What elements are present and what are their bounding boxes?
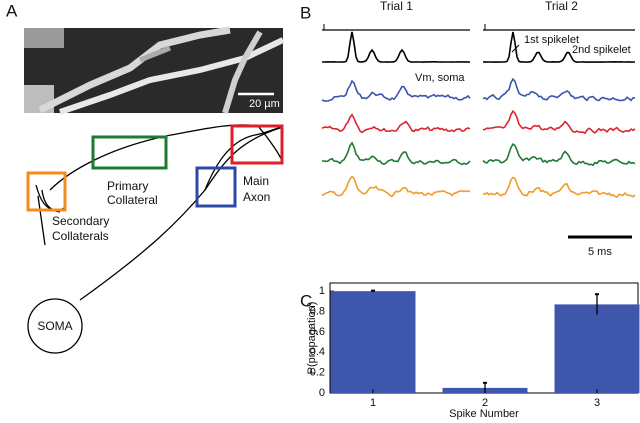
trace [482,77,636,102]
traces [321,24,636,199]
micrograph: 20 µm [24,26,285,115]
trace [322,141,471,166]
y-tick-label: 0 [319,387,325,399]
bar [330,291,416,393]
trace [482,142,636,167]
pointer [511,44,520,53]
y-tick-label: 0.8 [310,305,325,317]
x-axis-label: Spike Number [449,408,519,420]
panel-label: C [300,291,312,310]
y-tick-label: 1 [319,285,325,297]
label: Collateral [107,193,158,207]
bar [554,304,640,393]
y-axis-label: P(propagation) [306,302,318,375]
label: Main [243,174,269,188]
label: 2nd spikelet [572,44,631,56]
y-tick-label: 0.2 [310,367,325,379]
trace [321,79,471,102]
scale-bar-label: 20 µm [249,98,280,110]
bar-chart: 00.20.40.60.81P(propagation)Spike Number… [306,282,640,420]
x-tick-label: 2 [482,397,488,409]
trial-label: Trial 2 [545,0,578,13]
scale-bar-label: 5 ms [588,246,612,258]
label: Axon [243,190,270,204]
panel-label: A [6,1,18,20]
trace [322,31,471,63]
trace [321,113,471,134]
trace [482,176,636,199]
panel-label: B [300,3,311,22]
label: Secondary [52,214,109,228]
trace [321,175,471,198]
label: 1st spikelet [524,34,579,46]
schematic [26,124,284,354]
x-tick-label: 1 [370,397,376,409]
label: Vm, soma [415,72,465,84]
label: Collaterals [52,229,109,243]
trace [482,109,636,135]
trial-label: Trial 1 [380,0,413,13]
y-tick-label: 0.6 [310,326,325,338]
trace [482,31,635,64]
y-tick-label: 0.4 [310,346,325,358]
label: SOMA [37,319,72,333]
label: Primary [107,179,148,193]
x-tick-label: 3 [594,397,600,409]
